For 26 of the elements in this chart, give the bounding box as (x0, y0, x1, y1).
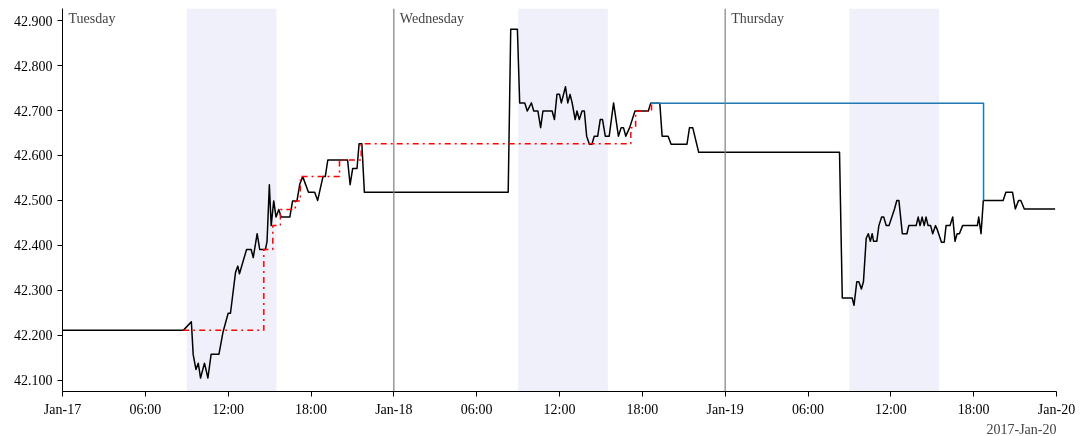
x-tick-label: 06:00 (792, 401, 824, 417)
x-tick-label: Jan-19 (706, 401, 744, 417)
ref-line-label: Wednesday (399, 10, 465, 26)
y-tick-label: 42.400 (14, 238, 53, 254)
y-tick-label: 42.600 (14, 148, 53, 164)
y-tick-label: 42.500 (14, 193, 53, 209)
x-tick-label: 12:00 (543, 401, 576, 417)
x-tick-label: 06:00 (460, 401, 493, 417)
x-tick-label: 12:00 (874, 401, 907, 417)
annotation: Tuesday (68, 10, 116, 26)
x-tick-label: 12:00 (212, 401, 245, 417)
x-tick-label: Jan-17 (43, 401, 82, 417)
y-tick-label: 42.900 (14, 13, 53, 29)
y-tick-label: 42.100 (14, 373, 53, 389)
text: 2017-Jan-20 (986, 421, 1057, 436)
x-tick-label: 18:00 (295, 401, 327, 417)
ref-line-label: Thursday (731, 10, 785, 26)
y-tick-label: 42.200 (14, 328, 53, 344)
y-tick-label: 42.700 (14, 103, 53, 119)
x-tick-label: Jan-20 (1037, 401, 1076, 417)
x-tick-label: 18:00 (957, 401, 990, 417)
x-tick-label: Jan-18 (375, 401, 413, 417)
y-tick-label: 42.300 (14, 283, 53, 299)
x-tick-label: 18:00 (626, 401, 659, 417)
x-tick-label: 06:00 (129, 401, 162, 417)
y-tick-label: 42.800 (14, 58, 53, 74)
